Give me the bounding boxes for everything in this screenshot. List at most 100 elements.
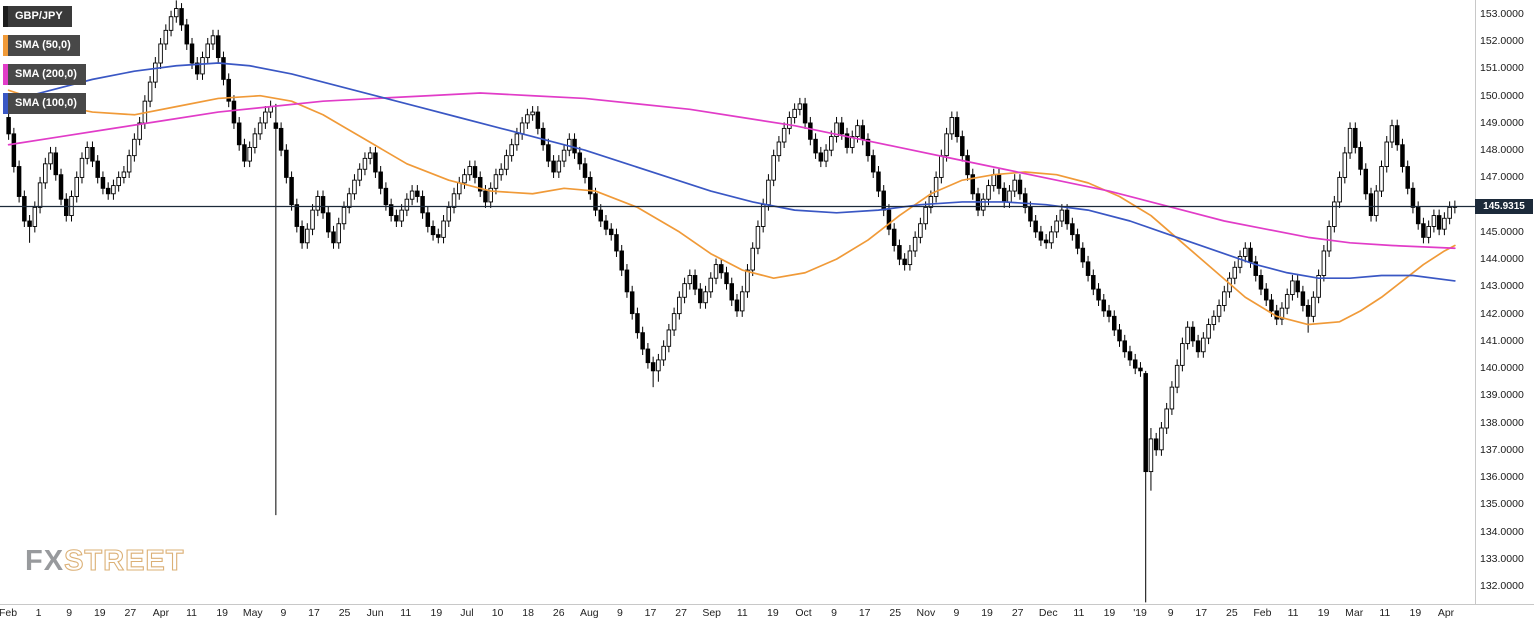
candle (1405, 160, 1410, 195)
x-axis-label: Apr (152, 607, 170, 619)
candle (289, 171, 294, 211)
fxstreet-logo-fx: FX (25, 545, 65, 577)
candle (624, 264, 630, 298)
candle (1237, 250, 1243, 274)
x-axis-label: Mar (1345, 607, 1364, 619)
sma50-badge[interactable]: SMA (50,0) (3, 35, 80, 56)
candle (891, 223, 897, 252)
y-axis-label: 134.0000 (1480, 525, 1524, 538)
symbol-badge[interactable]: GBP/JPY (3, 6, 72, 27)
candle (488, 182, 493, 208)
candle (1101, 294, 1107, 317)
candle (996, 168, 1002, 195)
y-axis-label: 140.0000 (1480, 362, 1524, 375)
candle (1143, 370, 1148, 603)
candle (195, 57, 200, 80)
candle (682, 277, 687, 304)
candle (954, 111, 960, 143)
candle (90, 141, 95, 168)
candle (986, 179, 991, 206)
candle (95, 155, 100, 184)
candle (818, 146, 824, 168)
x-axis-label: 25 (338, 607, 351, 619)
candle (1279, 302, 1285, 326)
candle (907, 244, 913, 271)
candle (1337, 171, 1342, 208)
x-axis: Feb 1 9 19 27 Apr 11 19 May 9 17 25 Jun 11 19 Jul 10 18 26… (0, 607, 1534, 625)
candle (168, 10, 174, 37)
y-axis-label: 139.0000 (1480, 389, 1524, 402)
candle (16, 160, 22, 203)
y-axis-label: 149.0000 (1480, 116, 1524, 129)
y-axis-label: 144.0000 (1480, 253, 1524, 266)
candle (305, 223, 310, 249)
sma100-badge[interactable]: SMA (100,0) (3, 93, 86, 114)
candle (48, 146, 53, 170)
candle (1436, 209, 1442, 236)
candle (1148, 428, 1154, 491)
candle (331, 225, 336, 249)
candle (1321, 244, 1327, 282)
candle (1022, 187, 1028, 214)
candle (378, 165, 383, 195)
candle (341, 201, 347, 230)
candle (813, 133, 818, 159)
candle (430, 220, 436, 241)
x-axis-label: 17 (1195, 607, 1208, 619)
x-axis-label: 11 (736, 607, 748, 619)
y-axis-label: 152.0000 (1480, 35, 1524, 48)
candle (53, 146, 59, 181)
candle (200, 51, 205, 80)
candle (912, 231, 918, 257)
candle (897, 239, 902, 266)
candle (635, 307, 640, 339)
candle (493, 168, 499, 195)
candle (415, 185, 420, 203)
candle (1326, 220, 1332, 257)
candle (1038, 225, 1044, 247)
candle (189, 37, 195, 70)
candle (1091, 269, 1096, 296)
x-axis-label: Oct (795, 607, 812, 619)
candle (1049, 225, 1054, 249)
sma200-badge[interactable]: SMA (200,0) (3, 64, 86, 85)
candle (425, 206, 431, 233)
x-axis-label: 9 (831, 607, 837, 619)
candle (1374, 185, 1379, 222)
y-axis-label: 136.0000 (1480, 471, 1524, 484)
candle (310, 204, 315, 236)
candle (671, 307, 677, 336)
x-axis-label: 9 (616, 607, 623, 619)
candle (556, 155, 562, 178)
y-axis-label: 143.0000 (1480, 280, 1524, 293)
candle (745, 264, 750, 298)
candle (284, 144, 289, 184)
candle (404, 193, 410, 217)
candle (792, 103, 797, 124)
candle (755, 220, 761, 255)
candle (525, 108, 530, 129)
y-axis-label: 148.0000 (1480, 144, 1524, 157)
x-axis-label: 11 (186, 607, 198, 619)
x-axis-label: Feb (0, 607, 18, 619)
candle (446, 201, 452, 228)
candle (650, 356, 656, 388)
candle (1258, 269, 1264, 296)
candle (1431, 209, 1437, 233)
candle (923, 201, 928, 230)
candle (441, 215, 446, 244)
x-axis-label: 11 (1073, 607, 1085, 619)
candle (22, 190, 27, 228)
candle (1300, 285, 1306, 312)
candle (247, 141, 252, 168)
x-axis-label: 19 (93, 607, 106, 619)
candle (163, 24, 169, 50)
candle (1426, 220, 1431, 244)
candle (278, 122, 284, 157)
candle (467, 160, 472, 181)
candle (876, 165, 881, 198)
y-axis-label: 147.0000 (1480, 171, 1524, 184)
sma-50-line (7, 89, 1456, 326)
x-axis-label: 1 (35, 607, 42, 619)
